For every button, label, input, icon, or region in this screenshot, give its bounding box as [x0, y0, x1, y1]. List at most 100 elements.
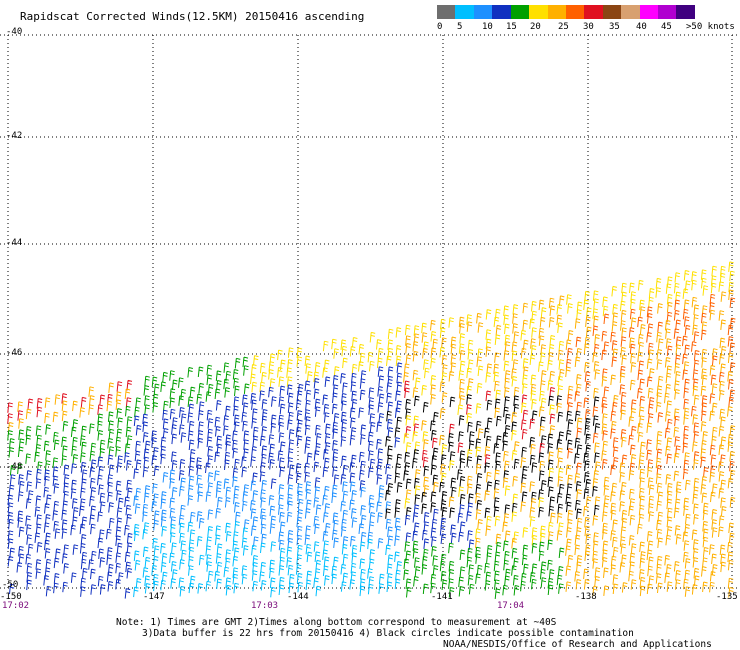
wind-barb — [502, 440, 509, 452]
wind-barb — [72, 400, 78, 412]
wind-barb — [260, 514, 267, 526]
wind-barb — [306, 551, 313, 563]
wind-barb — [504, 377, 510, 389]
wind-barb — [585, 496, 592, 507]
wind-barb — [126, 479, 132, 491]
wind-barb — [278, 504, 284, 515]
wind-barb — [71, 463, 77, 474]
wind-barb — [539, 442, 545, 454]
wind-barb — [646, 439, 652, 450]
wind-barb — [549, 404, 555, 415]
wind-barb — [522, 319, 529, 331]
wind-barb — [179, 559, 185, 570]
wind-barb — [504, 568, 511, 580]
wind-barb — [253, 355, 259, 366]
wind-barb — [36, 514, 42, 525]
wind-barb — [504, 396, 510, 407]
colorbar-label: >50 knots — [686, 22, 735, 32]
wind-barb — [484, 490, 490, 501]
wind-barb — [169, 370, 175, 381]
wind-barb — [502, 432, 509, 443]
wind-barb — [674, 415, 680, 427]
wind-barb — [323, 457, 330, 469]
wind-barb — [458, 486, 464, 497]
wind-barb — [18, 429, 24, 440]
wind-barb — [342, 490, 349, 502]
wind-barb — [620, 336, 627, 347]
wind-barb — [718, 515, 725, 526]
wind-barb — [574, 318, 581, 329]
wind-barb — [414, 485, 421, 496]
wind-barb — [685, 479, 691, 491]
wind-barb — [638, 415, 645, 426]
wind-barb — [115, 535, 121, 546]
wind-barb — [547, 380, 554, 391]
wind-barb — [710, 454, 717, 465]
wind-barb — [477, 365, 484, 377]
wind-barb — [675, 445, 681, 456]
wind-barb — [475, 509, 482, 520]
colorbar-swatch — [658, 5, 677, 19]
wind-barb — [620, 409, 626, 421]
wind-barb — [629, 308, 636, 320]
wind-barb — [422, 347, 428, 359]
wind-barb — [404, 498, 411, 509]
wind-barb — [385, 544, 391, 556]
wind-barb — [485, 390, 492, 402]
wind-barb — [9, 465, 16, 476]
wind-barb — [709, 410, 715, 422]
wind-barb — [351, 337, 358, 348]
wind-barb — [331, 403, 338, 415]
wind-barb — [223, 566, 230, 578]
wind-barb — [261, 533, 267, 545]
wind-barb — [189, 529, 196, 540]
wind-barb — [503, 406, 509, 418]
wind-barb — [583, 397, 590, 408]
wind-barb — [349, 434, 356, 446]
wind-barb — [476, 312, 482, 324]
wind-barb — [430, 331, 437, 342]
wind-barb — [430, 527, 437, 539]
wind-barb — [566, 527, 572, 538]
wind-barb — [575, 499, 581, 511]
wind-barb — [603, 567, 609, 578]
wind-barb — [612, 583, 619, 595]
wind-barb — [594, 452, 600, 463]
wind-barb — [421, 449, 428, 461]
wind-barb — [493, 371, 500, 383]
wind-barb — [261, 399, 268, 410]
wind-barb — [673, 309, 680, 321]
wind-barb — [333, 474, 340, 485]
wind-barb — [592, 550, 598, 562]
wind-barb — [278, 565, 285, 576]
wind-barb — [691, 271, 697, 282]
wind-barb — [90, 550, 97, 562]
wind-barb — [359, 378, 366, 389]
wind-barb — [360, 505, 366, 516]
wind-barb — [494, 515, 501, 527]
wind-barb — [331, 529, 338, 541]
wind-barbs — [7, 261, 736, 599]
wind-barb — [548, 486, 554, 497]
wind-barb — [152, 555, 159, 567]
wind-barb — [720, 561, 726, 573]
wind-barb — [421, 384, 427, 396]
wind-barb — [520, 457, 527, 468]
wind-barb — [412, 431, 418, 442]
wind-barb — [702, 581, 708, 593]
wind-barb — [566, 294, 572, 305]
wind-barb — [116, 490, 122, 501]
wind-barb — [332, 466, 338, 477]
wind-barb — [358, 523, 365, 534]
wind-barb — [405, 343, 411, 354]
wind-barb — [459, 450, 466, 461]
wind-barb — [503, 305, 509, 316]
wind-barb — [395, 355, 402, 367]
wind-barb — [423, 512, 430, 523]
wind-barb — [342, 357, 348, 369]
wind-barb — [314, 523, 320, 535]
wind-barb — [657, 491, 664, 503]
wind-barb — [727, 441, 734, 452]
wind-barb — [450, 336, 457, 348]
